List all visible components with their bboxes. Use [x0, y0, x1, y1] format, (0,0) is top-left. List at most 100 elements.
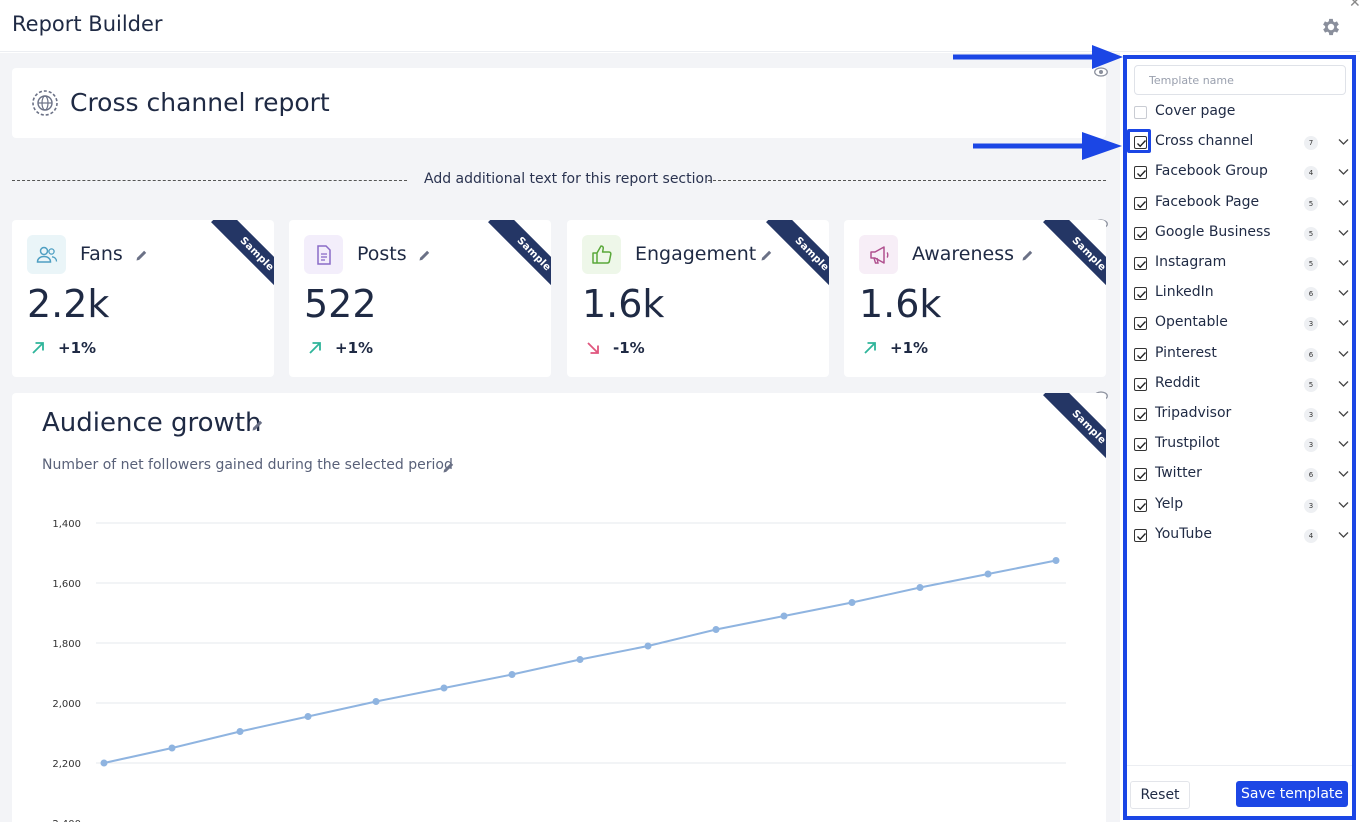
data-point[interactable]	[644, 642, 652, 650]
data-point[interactable]	[372, 698, 380, 705]
section-item[interactable]: Reddit 5	[1134, 373, 1352, 397]
gear-icon[interactable]	[1320, 16, 1342, 38]
checkmark-icon	[1137, 261, 1147, 269]
metric-value: 1.6k	[859, 282, 942, 326]
section-item[interactable]: Cross channel 7	[1134, 131, 1352, 155]
chevron-down-icon[interactable]	[1338, 501, 1349, 509]
close-icon[interactable]: ✕	[1349, 0, 1360, 11]
section-label: Facebook Page	[1155, 193, 1260, 210]
chevron-down-icon[interactable]	[1338, 259, 1349, 267]
pencil-icon[interactable]	[135, 249, 148, 262]
arrow-up-right-icon	[864, 342, 876, 354]
chevron-down-icon[interactable]	[1338, 350, 1349, 358]
metric-change: +1%	[335, 339, 374, 357]
checkmark-icon	[1137, 170, 1147, 178]
sample-ribbon: Sample	[485, 220, 551, 286]
save-template-button[interactable]: Save template	[1236, 781, 1348, 807]
chevron-down-icon[interactable]	[1338, 199, 1349, 207]
chevron-down-icon[interactable]	[1338, 470, 1349, 478]
count-badge: 5	[1304, 196, 1318, 211]
section-item[interactable]: Cover page	[1134, 101, 1352, 125]
pencil-icon[interactable]	[1021, 249, 1034, 262]
data-point[interactable]	[440, 684, 448, 692]
section-checkbox[interactable]	[1134, 468, 1147, 482]
pencil-icon[interactable]	[442, 461, 455, 474]
data-point[interactable]	[576, 656, 584, 663]
data-point[interactable]	[984, 570, 992, 578]
pencil-icon[interactable]	[251, 419, 264, 432]
section-text-divider: Add additional text for this report sect…	[12, 169, 1106, 191]
section-item[interactable]: LinkedIn 6	[1134, 282, 1352, 306]
section-item[interactable]: Opentable 3	[1134, 312, 1352, 336]
data-point[interactable]	[1052, 557, 1060, 564]
chevron-down-icon[interactable]	[1338, 319, 1349, 327]
section-item[interactable]: Facebook Page 5	[1134, 192, 1352, 216]
data-point[interactable]	[780, 612, 788, 620]
pencil-icon[interactable]	[418, 249, 431, 262]
pencil-icon[interactable]	[760, 249, 773, 262]
audience-growth-card: Audience growth Number of net followers …	[12, 393, 1106, 822]
data-point[interactable]	[100, 759, 108, 767]
section-item[interactable]: Instagram 5	[1134, 252, 1352, 276]
chevron-down-icon[interactable]	[1338, 168, 1349, 176]
checkmark-icon	[1137, 442, 1147, 450]
data-point[interactable]	[712, 626, 720, 633]
section-checkbox[interactable]	[1134, 347, 1147, 361]
section-item[interactable]: Trustpilot 3	[1134, 433, 1352, 457]
section-item[interactable]: Google Business 5	[1134, 222, 1352, 246]
section-item[interactable]: Facebook Group 4	[1134, 161, 1352, 185]
section-item[interactable]: Yelp 3	[1134, 494, 1352, 518]
metric-label: Posts	[357, 243, 407, 265]
section-checkbox[interactable]	[1134, 257, 1147, 270]
section-label: Reddit	[1155, 374, 1200, 391]
data-point[interactable]	[848, 599, 856, 606]
data-point[interactable]	[916, 584, 924, 591]
section-item[interactable]: YouTube 4	[1134, 524, 1352, 548]
data-point[interactable]	[236, 728, 244, 735]
chevron-down-icon[interactable]	[1338, 380, 1349, 388]
reset-button[interactable]: Reset	[1130, 781, 1190, 809]
section-checkbox[interactable]	[1134, 438, 1147, 452]
section-checkbox[interactable]	[1134, 498, 1147, 512]
checkmark-icon	[1137, 472, 1147, 480]
ribbon-label: Sample	[792, 234, 829, 274]
data-point[interactable]	[168, 744, 176, 752]
section-item[interactable]: Pinterest 6	[1134, 343, 1352, 367]
users-icon	[27, 235, 66, 274]
section-item[interactable]: Tripadvisor 3	[1134, 403, 1352, 427]
data-point[interactable]	[508, 671, 516, 678]
sample-ribbon: Sample	[1040, 220, 1106, 286]
chevron-down-icon[interactable]	[1338, 410, 1349, 418]
eye-icon[interactable]	[1094, 67, 1108, 77]
count-badge: 5	[1304, 377, 1318, 392]
count-badge: 4	[1304, 166, 1318, 181]
count-badge: 4	[1304, 528, 1318, 543]
metric-card-fans: Fans 2.2k +1% Sample	[12, 220, 274, 377]
ribbon-label: Sample	[514, 234, 551, 274]
arrow-up-right-icon	[32, 342, 44, 354]
metric-value: 1.6k	[582, 282, 665, 326]
section-checkbox[interactable]	[1134, 317, 1147, 331]
section-checkbox[interactable]	[1134, 528, 1147, 542]
chevron-down-icon[interactable]	[1338, 440, 1349, 448]
chevron-down-icon[interactable]	[1338, 229, 1349, 237]
section-item[interactable]: Twitter 6	[1134, 463, 1352, 487]
section-checkbox[interactable]	[1134, 287, 1147, 301]
section-checkbox[interactable]	[1134, 226, 1147, 240]
count-badge: 6	[1304, 287, 1318, 302]
sample-ribbon: Sample	[208, 220, 274, 286]
template-name-input[interactable]	[1134, 65, 1346, 95]
section-checkbox[interactable]	[1134, 106, 1147, 119]
report-title[interactable]: Cross channel report	[70, 88, 330, 117]
section-checkbox[interactable]	[1134, 377, 1147, 391]
chevron-down-icon[interactable]	[1338, 289, 1349, 297]
section-checkbox[interactable]	[1134, 196, 1147, 210]
data-point[interactable]	[304, 713, 312, 720]
section-checkbox[interactable]	[1134, 408, 1147, 421]
section-checkbox[interactable]	[1134, 166, 1147, 180]
section-checkbox[interactable]	[1134, 136, 1147, 150]
chevron-down-icon[interactable]	[1338, 138, 1349, 146]
chevron-down-icon[interactable]	[1338, 531, 1349, 539]
count-badge: 3	[1304, 498, 1318, 513]
add-section-text-link[interactable]: Add additional text for this report sect…	[424, 171, 713, 187]
